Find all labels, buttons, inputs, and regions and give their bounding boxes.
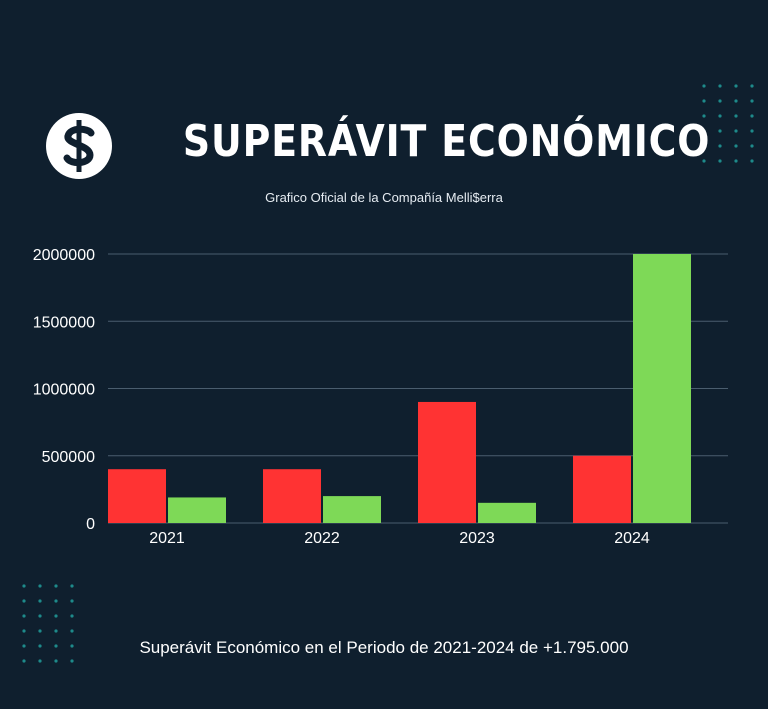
decor-dot xyxy=(718,84,722,88)
bar xyxy=(263,469,321,523)
decor-dot xyxy=(734,159,738,163)
bar xyxy=(108,469,166,523)
decor-dot xyxy=(702,144,706,148)
x-tick-label: 2022 xyxy=(304,530,340,547)
decor-dot xyxy=(38,614,42,618)
bar xyxy=(168,497,226,523)
decor-dot xyxy=(750,84,754,88)
y-tick-label: 0 xyxy=(86,516,95,533)
decor-dot xyxy=(38,644,42,648)
decor-dot xyxy=(702,99,706,103)
decor-dot xyxy=(70,614,74,618)
decor-dot xyxy=(750,129,754,133)
decorative-dot-grid xyxy=(20,582,80,666)
y-tick-label: 500000 xyxy=(42,449,95,466)
decor-dot xyxy=(70,629,74,633)
decor-dot xyxy=(718,159,722,163)
decor-dot xyxy=(22,614,26,618)
decor-dot xyxy=(702,84,706,88)
decor-dot xyxy=(22,659,26,663)
bar xyxy=(573,455,631,523)
decor-dot xyxy=(54,614,58,618)
page-title: SUPERÁVIT ECONÓMICO xyxy=(182,116,711,167)
footer-summary: Superávit Económico en el Periodo de 202… xyxy=(139,638,629,657)
decor-dot xyxy=(702,129,706,133)
decor-dot xyxy=(702,114,706,118)
decor-dot xyxy=(38,584,42,588)
decor-dot xyxy=(734,144,738,148)
y-tick-label: 1500000 xyxy=(33,314,95,331)
decor-dot xyxy=(22,584,26,588)
decorative-dot-grid xyxy=(700,82,760,166)
decor-dot xyxy=(54,584,58,588)
dollar-circle-icon xyxy=(44,111,114,181)
decor-dot xyxy=(734,129,738,133)
decor-dot xyxy=(750,144,754,148)
decor-dot xyxy=(70,584,74,588)
decor-dot xyxy=(750,99,754,103)
decor-dot xyxy=(38,659,42,663)
decor-dot xyxy=(70,644,74,648)
decor-dot xyxy=(70,599,74,603)
decor-dot xyxy=(734,99,738,103)
y-tick-label: 1000000 xyxy=(33,382,95,399)
decor-dot xyxy=(54,659,58,663)
decor-dot xyxy=(22,599,26,603)
bar xyxy=(633,254,691,523)
decor-dot xyxy=(22,644,26,648)
decor-dot xyxy=(54,644,58,648)
decor-dot xyxy=(70,659,74,663)
decor-dot xyxy=(750,159,754,163)
decor-dot xyxy=(750,114,754,118)
decor-dot xyxy=(734,114,738,118)
x-tick-label: 2023 xyxy=(459,530,495,547)
decor-dot xyxy=(22,629,26,633)
decor-dot xyxy=(718,129,722,133)
bar xyxy=(418,401,476,523)
bar xyxy=(478,502,536,523)
decor-dot xyxy=(54,599,58,603)
x-tick-label: 2024 xyxy=(614,530,650,547)
bar xyxy=(323,496,381,523)
dot-grid-icon xyxy=(22,584,74,663)
bar-chart: 0 500000 1000000 1500000 2000000 2021 2022 2023… xyxy=(33,247,728,547)
decor-dot xyxy=(718,144,722,148)
decor-dot xyxy=(718,114,722,118)
x-tick-label: 2021 xyxy=(149,530,185,547)
dot-grid-icon xyxy=(702,84,754,163)
decor-dot xyxy=(702,159,706,163)
decor-dot xyxy=(734,84,738,88)
page-subtitle: Grafico Oficial de la Compañía Melli$err… xyxy=(265,190,503,205)
y-tick-label: 2000000 xyxy=(33,247,95,264)
decor-dot xyxy=(38,599,42,603)
decor-dot xyxy=(38,629,42,633)
decor-dot xyxy=(718,99,722,103)
decor-dot xyxy=(54,629,58,633)
